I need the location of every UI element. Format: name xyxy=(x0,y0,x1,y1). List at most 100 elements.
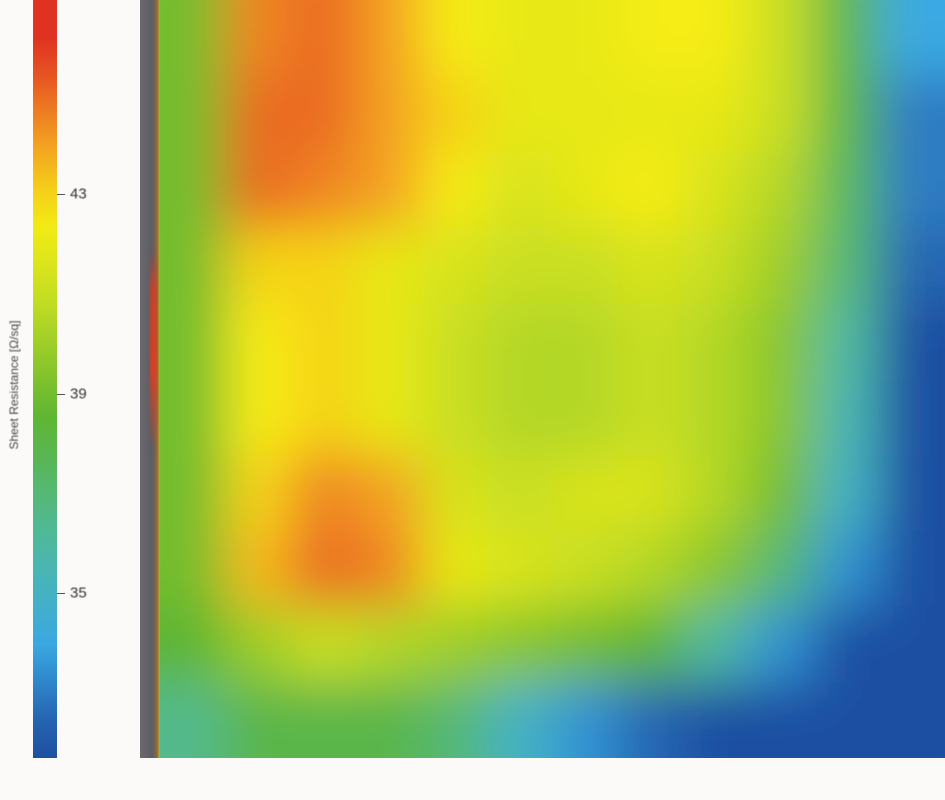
heatmap-cell xyxy=(160,530,227,608)
heatmap-cell xyxy=(160,151,227,229)
heatmap-cell xyxy=(290,227,358,305)
heatmap-cell xyxy=(683,75,750,153)
heatmap-cell xyxy=(225,682,292,758)
colorbar-tick-mark xyxy=(57,194,65,196)
heatmap-cell xyxy=(748,530,816,608)
heatmap-cell xyxy=(356,379,423,456)
heatmap-cell xyxy=(814,682,881,758)
heatmap-cell xyxy=(356,227,423,305)
heatmap-cell xyxy=(879,606,945,684)
heatmap-cell xyxy=(683,0,750,77)
heatmap-cell xyxy=(552,530,619,608)
heatmap-cell xyxy=(617,682,685,758)
colorbar-tick-label: 43 xyxy=(70,185,87,203)
heatmap-cell xyxy=(748,606,816,684)
heatmap-cell xyxy=(552,606,619,684)
heatmap-cell xyxy=(879,151,945,229)
heatmap-cell xyxy=(356,530,423,608)
heatmap-cell xyxy=(552,151,619,229)
heatmap-cell xyxy=(748,682,816,758)
heatmap-cell xyxy=(748,0,816,77)
heatmap-cell xyxy=(879,75,945,153)
heatmap-cell xyxy=(617,606,685,684)
heatmap-cell xyxy=(617,75,685,153)
heatmap-cell xyxy=(487,606,554,684)
heatmap-cell xyxy=(552,379,619,456)
heatmap-cell xyxy=(748,151,816,229)
heatmap-cell xyxy=(814,151,881,229)
heatmap-cell xyxy=(356,75,423,153)
heatmap-cell xyxy=(290,379,358,456)
heatmap-cell xyxy=(487,379,554,456)
heatmap-cell xyxy=(617,0,685,77)
heatmap-cell xyxy=(617,454,685,532)
heatmap-cell xyxy=(552,75,619,153)
heatmap-cell xyxy=(487,151,554,229)
heatmap-cell xyxy=(552,303,619,380)
heatmap-cell xyxy=(421,151,489,229)
heatmap-cell xyxy=(356,0,423,77)
heatmap-cell xyxy=(160,606,227,684)
heatmap-cell xyxy=(814,303,881,380)
heatmap-cell xyxy=(487,75,554,153)
heatmap-cell xyxy=(225,606,292,684)
heatmap-cell xyxy=(160,303,227,380)
heatmap-cell xyxy=(879,0,945,77)
heatmap-cell xyxy=(814,454,881,532)
heatmap-cell xyxy=(225,379,292,456)
heatmap-cell xyxy=(748,303,816,380)
heatmap-cell xyxy=(160,379,227,456)
heatmap-cell xyxy=(683,379,750,456)
heatmap-cell xyxy=(683,303,750,380)
heatmap-cell xyxy=(225,0,292,77)
heatmap-cell xyxy=(290,303,358,380)
heatmap-cell xyxy=(290,606,358,684)
heatmap-cell xyxy=(160,454,227,532)
heatmap-cell xyxy=(290,530,358,608)
heatmap-cell xyxy=(748,454,816,532)
heatmap-cell xyxy=(487,0,554,77)
heatmap-cell xyxy=(290,75,358,153)
heatmap-cell xyxy=(421,682,489,758)
heatmap-cell xyxy=(290,454,358,532)
colorbar-tick-mark xyxy=(57,393,65,395)
heatmap-cell xyxy=(879,303,945,380)
heatmap-cell xyxy=(356,151,423,229)
heatmap-cell xyxy=(814,0,881,77)
heatmap-cell xyxy=(421,227,489,305)
heatmap-cell xyxy=(879,227,945,305)
heatmap-cell xyxy=(552,682,619,758)
heatmap-cell xyxy=(290,151,358,229)
heatmap-cell xyxy=(487,530,554,608)
heatmap-cell xyxy=(683,454,750,532)
heatmap-cell xyxy=(487,227,554,305)
heatmap-cell xyxy=(683,151,750,229)
heatmap-cell xyxy=(683,606,750,684)
heatmap-cell xyxy=(683,227,750,305)
heatmap-cell xyxy=(356,682,423,758)
heatmap-cell xyxy=(683,530,750,608)
colorbar-tick-label: 39 xyxy=(70,385,87,403)
heatmap-cell xyxy=(421,0,489,77)
heatmap-cell xyxy=(225,227,292,305)
heatmap-cell xyxy=(683,682,750,758)
heatmap-cell xyxy=(421,379,489,456)
heatmap-cell xyxy=(879,530,945,608)
heatmap-cell xyxy=(421,75,489,153)
heatmap-cell xyxy=(814,227,881,305)
heatmap-cell xyxy=(748,379,816,456)
heatmap-cell xyxy=(225,151,292,229)
colorbar xyxy=(33,0,57,758)
heatmap-cell xyxy=(617,151,685,229)
heatmap-cell xyxy=(814,75,881,153)
heatmap-cell xyxy=(225,303,292,380)
heatmap-cell xyxy=(160,227,227,305)
heatmap-cell xyxy=(748,75,816,153)
heatmap-cell xyxy=(552,454,619,532)
heatmap-cell xyxy=(421,606,489,684)
heatmap-cell xyxy=(160,75,227,153)
heatmap-cell xyxy=(356,303,423,380)
sample-edge-highlight xyxy=(150,250,157,450)
colorbar-tick-mark xyxy=(57,593,65,595)
heatmap-cell xyxy=(879,682,945,758)
